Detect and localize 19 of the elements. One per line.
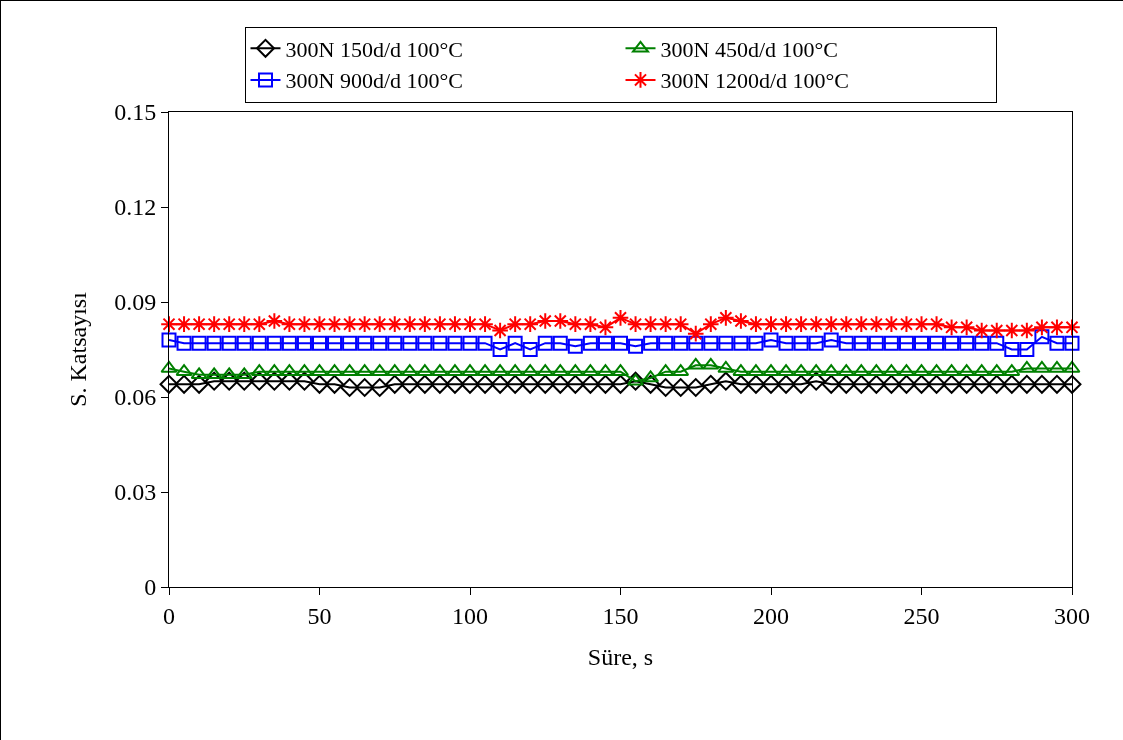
y-tick-label: 0 [144, 574, 157, 601]
x-tick-label: 250 [903, 602, 940, 629]
legend-label: 300N 150d/d 100°C [285, 36, 463, 62]
x-tick-label: 0 [163, 602, 175, 629]
legend-label: 300N 900d/d 100°C [285, 68, 463, 94]
x-tick-label: 100 [452, 602, 488, 629]
y-tick-label: 0.09 [114, 289, 157, 316]
legend-label: 300N 450d/d 100°C [660, 36, 838, 62]
x-tick-label: 300 [1054, 602, 1090, 629]
y-tick-label: 0.03 [114, 479, 157, 506]
y-tick-label: 0.06 [114, 384, 157, 411]
y-tick-label: 0.15 [114, 99, 157, 126]
y-axis-title: S. Katsayısı [65, 291, 92, 407]
y-tick-label: 0.12 [114, 194, 157, 221]
x-axis-title: Süre, s [587, 644, 654, 671]
x-tick-label: 50 [307, 602, 332, 629]
x-tick-label: 200 [753, 602, 789, 629]
legend-label: 300N 1200d/d 100°C [660, 68, 849, 94]
x-tick-label: 150 [602, 602, 639, 629]
